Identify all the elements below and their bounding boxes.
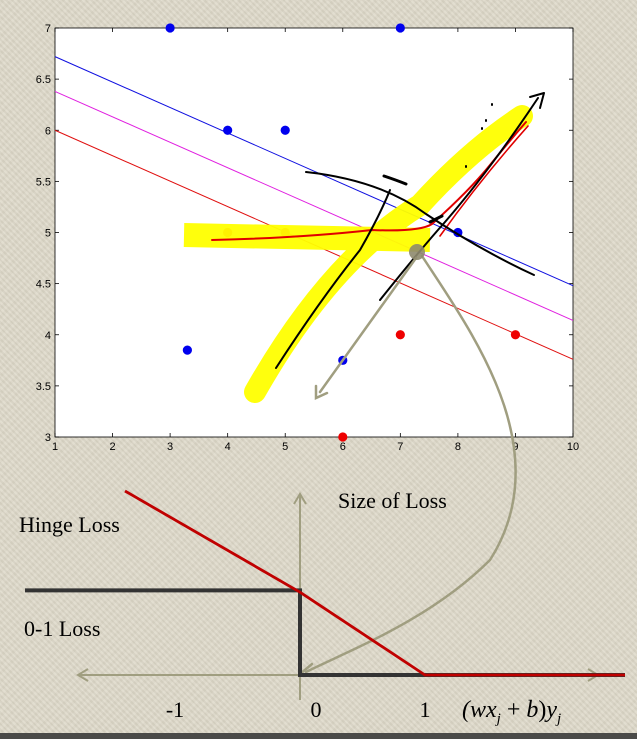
curved-connector-arrow: [304, 254, 517, 674]
y-tick-label: 6.5: [36, 74, 51, 86]
data-point: [280, 125, 290, 135]
data-point: [338, 432, 348, 442]
black-ink-stroke-2: [305, 171, 535, 276]
y-tick-label: 5.5: [36, 176, 51, 188]
x-tick-label: 4: [225, 441, 231, 453]
highlighter-strokes: [183, 105, 533, 403]
hinge-loss-line: [124, 489, 625, 677]
loss-x-tick-label: 0: [311, 697, 322, 722]
x-tick-label: 2: [109, 441, 115, 453]
data-point: [223, 125, 233, 135]
x-tick-label: 7: [397, 441, 403, 453]
loss-x-tick-label: -1: [166, 697, 184, 722]
size-of-loss-label: Size of Loss: [338, 488, 447, 513]
diagonal-highlight: [244, 105, 533, 403]
ink-strokes: [211, 92, 545, 369]
pointer-arrow-head-icon: [314, 384, 329, 400]
pointer-arrow: [318, 256, 418, 394]
y-tick-label: 5: [45, 228, 51, 240]
loss-x-axis-title: (wxj + b)yj: [462, 697, 561, 727]
x-tick-label: 8: [455, 441, 461, 453]
zero-one-loss-label: 0-1 Loss: [24, 616, 100, 641]
loss-chart: -1 0 1 Size of Loss Hinge Loss 0-1 Loss (w…: [19, 488, 625, 727]
x-tick-label: 9: [512, 441, 518, 453]
arrow-head-icon: [529, 92, 545, 109]
y-tick-label: 4: [45, 330, 51, 342]
x-tick-label: 5: [282, 441, 288, 453]
y-axis: 3 3.5 4 4.5 5 5.5 6 6.5 7: [36, 23, 573, 444]
y-tick-label: 3: [45, 432, 51, 444]
black-ink-stroke-5: [428, 214, 444, 224]
x-tick-label: 10: [567, 441, 579, 453]
y-tick-label: 6: [45, 125, 51, 137]
x-tick-label: 6: [340, 441, 346, 453]
ink-dots: [465, 103, 493, 168]
focus-marker: [409, 244, 425, 260]
loss-x-ticks: -1 0 1: [166, 697, 431, 722]
y-tick-label: 7: [45, 23, 51, 35]
boundary-line: [54, 56, 574, 287]
hinge-loss-label: Hinge Loss: [19, 512, 120, 537]
data-point: [182, 345, 192, 355]
loss-curves: [25, 489, 625, 677]
y-tick-label: 4.5: [36, 279, 51, 291]
data-point: [395, 330, 405, 340]
black-ink-stroke-1: [275, 189, 391, 369]
data-point: [165, 23, 175, 33]
loss-y-axis-arrow-icon: [293, 492, 307, 505]
x-axis: 1 2 3 4 5 6 7 8 9 10: [52, 28, 579, 453]
x-tick-label: 1: [52, 441, 58, 453]
red-ink-stroke-2: [439, 125, 529, 237]
slide-bottom-bar: [0, 733, 637, 739]
boundary-line: [54, 90, 574, 321]
black-ink-stroke-3: [379, 97, 539, 301]
y-tick-label: 3.5: [36, 381, 51, 393]
x-tick-label: 3: [167, 441, 173, 453]
loss-x-tick-label: 1: [420, 697, 431, 722]
black-ink-stroke-4: [382, 174, 408, 186]
loss-x-axis-left-arrow-icon: [76, 668, 89, 682]
data-point: [395, 23, 405, 33]
data-point: [510, 330, 521, 340]
